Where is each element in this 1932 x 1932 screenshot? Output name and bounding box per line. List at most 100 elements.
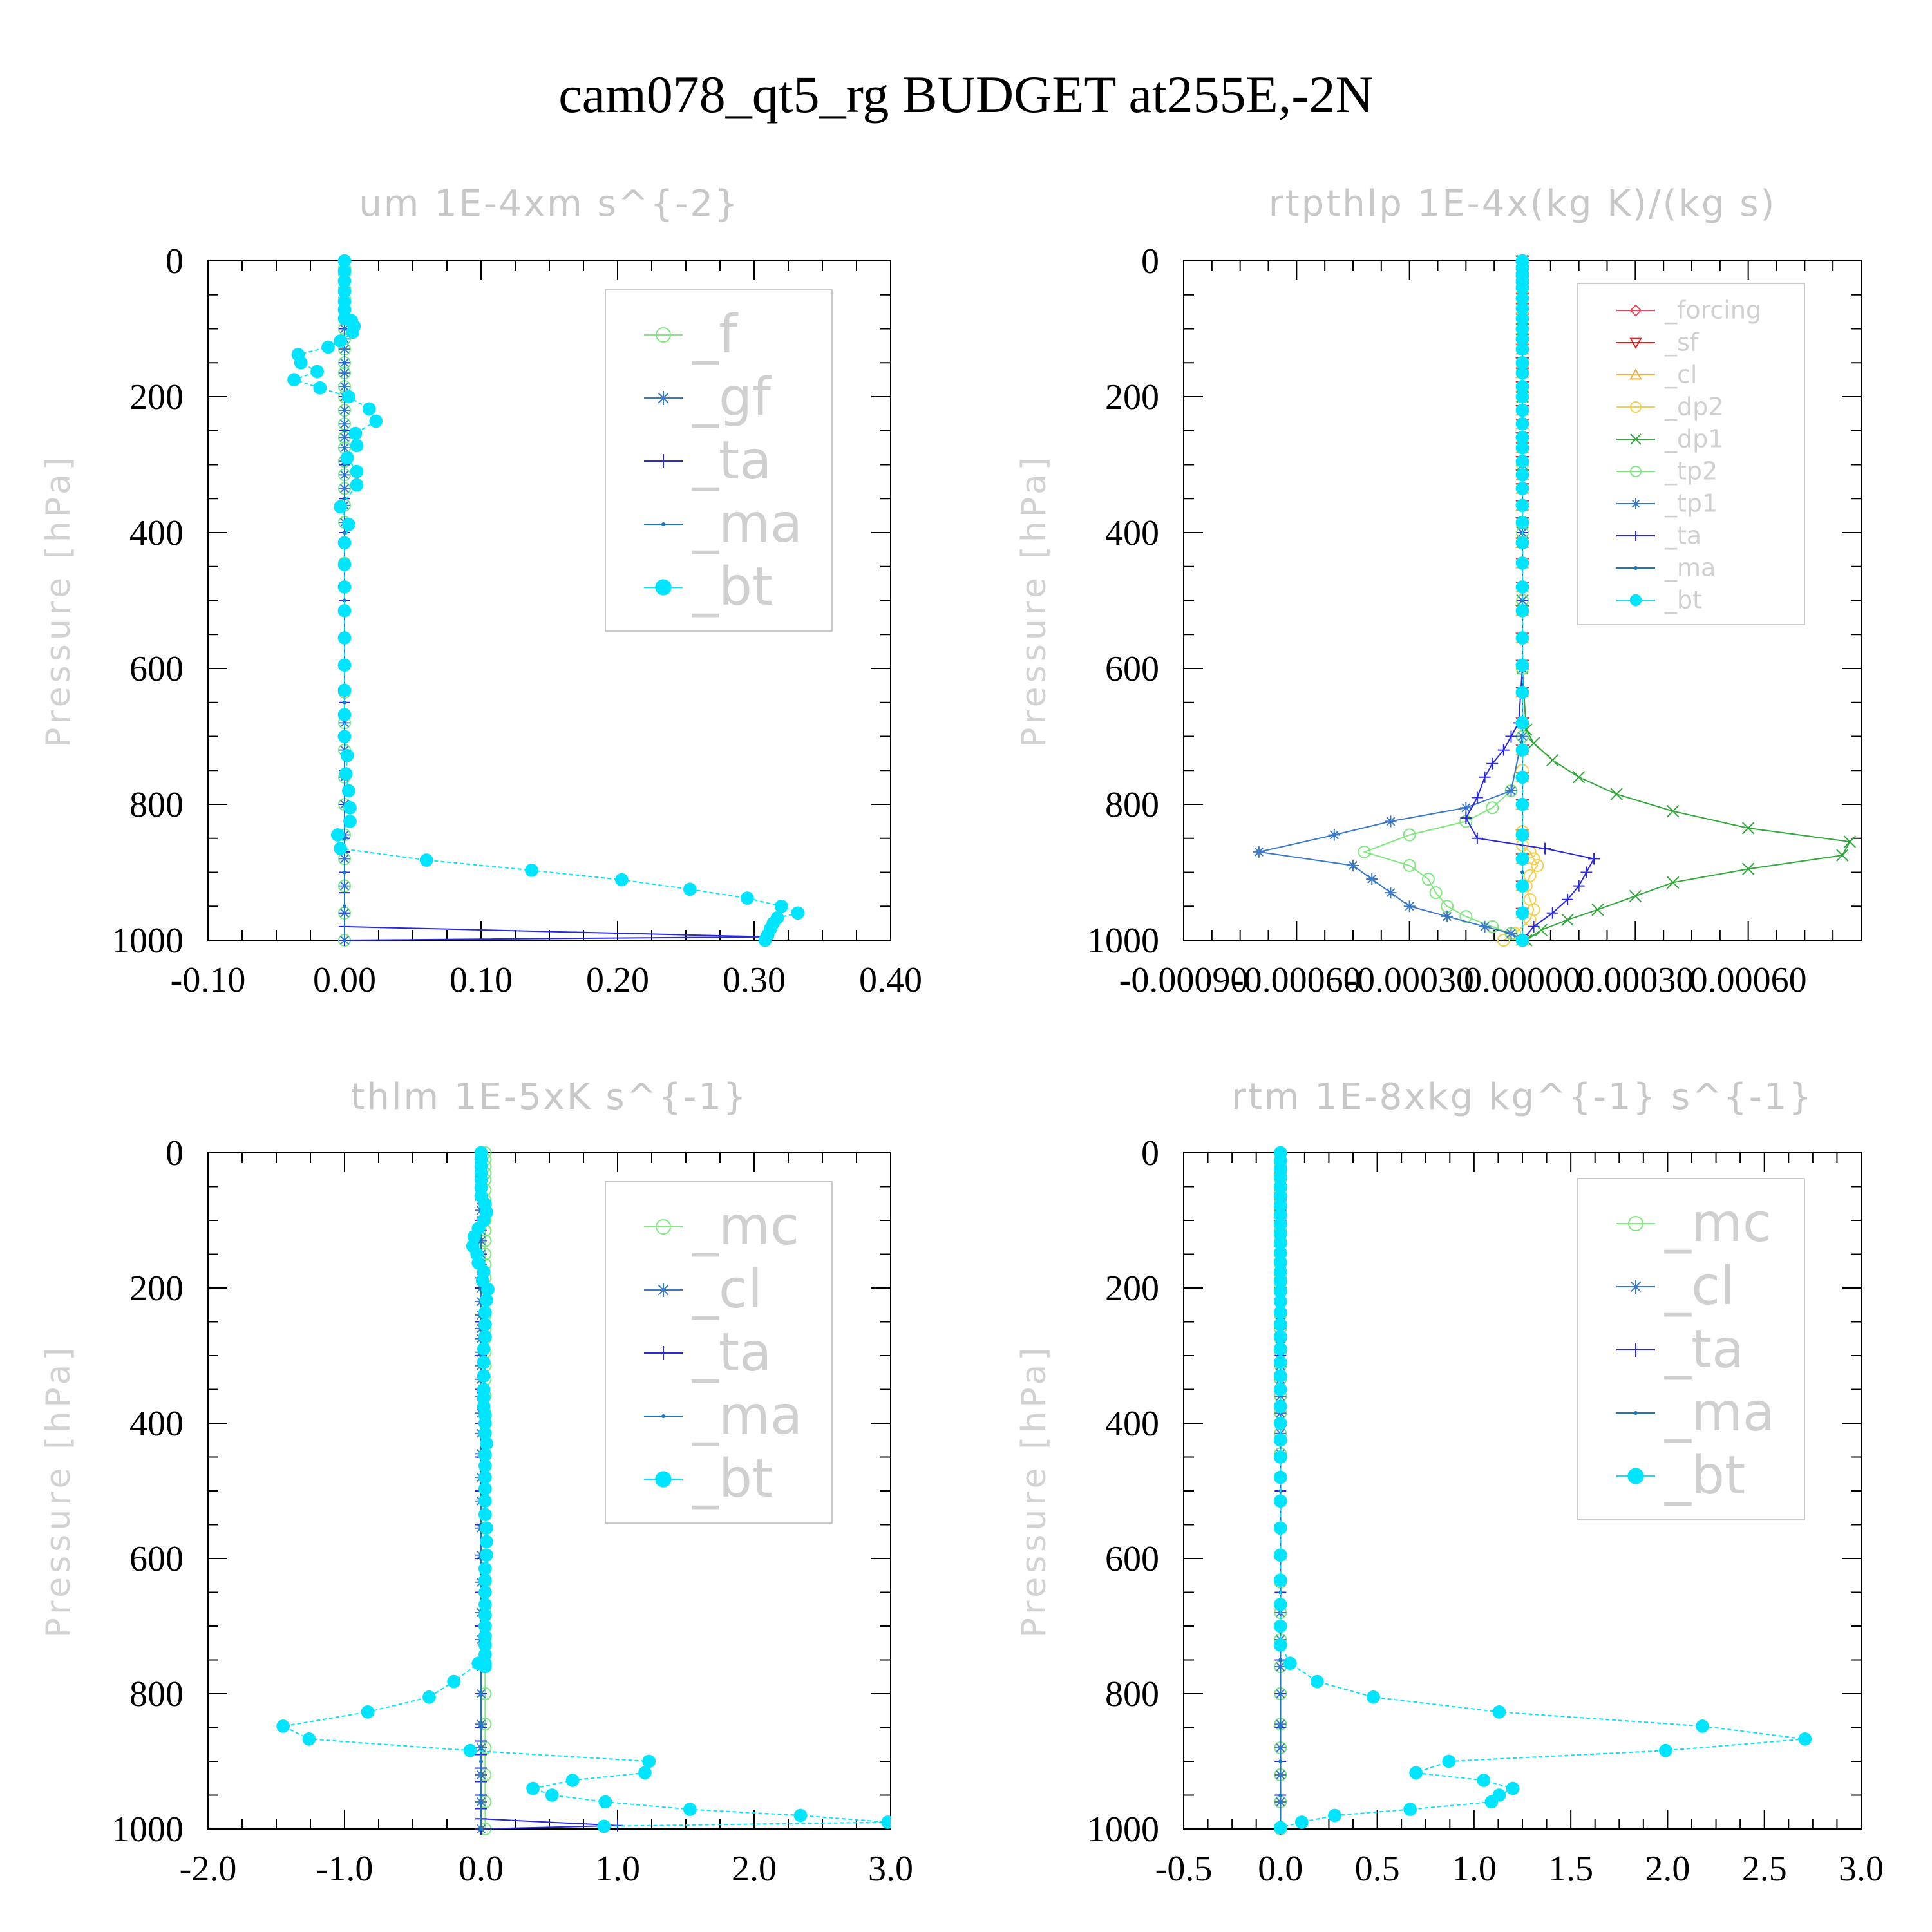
data-point	[480, 1535, 493, 1549]
data-point	[1278, 1658, 1283, 1662]
data-point	[1659, 1743, 1672, 1757]
data-point	[480, 1437, 493, 1450]
data-point	[1358, 845, 1371, 858]
legend-label: _mc	[692, 1196, 799, 1257]
chart-panel-1: um 1E-4xm s^{-2} Pressure [hPa] 0 200 400 600…	[39, 183, 922, 1000]
data-point	[1273, 1450, 1287, 1464]
data-point	[350, 478, 364, 492]
y-tick-label: 1000	[111, 1810, 184, 1850]
data-point	[1385, 887, 1397, 899]
legend-label: _bt	[1664, 586, 1702, 614]
data-point	[1535, 923, 1548, 936]
x-tick-label: 0.5	[1355, 1849, 1400, 1889]
data-point	[565, 1774, 580, 1787]
data-point	[1515, 482, 1530, 495]
data-point	[1421, 873, 1435, 886]
y-tick-label: 1000	[1087, 921, 1159, 961]
data-point	[479, 1692, 483, 1696]
data-point	[1442, 1754, 1456, 1768]
data-point	[310, 365, 324, 379]
data-point	[1273, 1470, 1287, 1484]
data-point	[1441, 911, 1454, 923]
data-point	[419, 853, 433, 867]
data-point	[1486, 757, 1499, 770]
data-point	[1515, 291, 1530, 305]
legend-label: _ta	[1664, 1319, 1744, 1380]
data-point	[478, 1459, 492, 1473]
data-point	[1515, 515, 1530, 529]
data-point	[1328, 1808, 1341, 1823]
data-point	[758, 933, 772, 947]
y-tick-label: 800	[129, 785, 184, 825]
data-point	[480, 1293, 493, 1307]
x-tick-label: -2.0	[180, 1849, 237, 1889]
data-point	[1580, 866, 1593, 878]
data-point	[334, 842, 347, 855]
data-point	[342, 517, 355, 531]
data-point	[1539, 842, 1551, 855]
data-point	[526, 1781, 540, 1795]
x-tick-label: -0.10	[171, 960, 246, 1000]
y-tick-label: 1000	[111, 921, 184, 961]
y-tick-label: 200	[1105, 377, 1159, 417]
legend: _mc_cl_ta_ma_bt	[1577, 1178, 1805, 1520]
legend-label: _ta	[692, 430, 772, 491]
data-point	[478, 1318, 492, 1332]
legend-marker	[655, 1471, 672, 1488]
data-point	[477, 1369, 491, 1383]
y-tick-label: 0	[1141, 242, 1159, 281]
legend-label: _dp2	[1664, 393, 1723, 421]
y-tick-label: 200	[129, 377, 184, 417]
data-point	[1515, 403, 1530, 417]
data-point	[478, 1448, 492, 1462]
legend-label: _ma	[692, 493, 802, 554]
data-point	[1328, 829, 1340, 841]
data-point	[478, 1586, 492, 1599]
data-point	[1273, 1821, 1287, 1835]
legend: _f_gf_ta_ma_bt	[605, 289, 833, 632]
data-point	[791, 906, 805, 920]
y-tick-label: 600	[1105, 1539, 1159, 1579]
data-point	[334, 500, 347, 514]
panel-title: um 1E-4xm s^{-2}	[359, 183, 739, 225]
data-point	[1278, 1692, 1283, 1696]
data-point	[1273, 1318, 1287, 1332]
legend-marker	[661, 1414, 665, 1418]
y-tick-label: 600	[129, 649, 184, 689]
data-point	[1253, 846, 1265, 858]
data-point	[1506, 1781, 1520, 1795]
legend-label: _cl	[1664, 361, 1697, 389]
data-point	[1273, 1246, 1287, 1260]
data-point	[1273, 1416, 1287, 1430]
data-point	[1515, 498, 1530, 513]
series-line-ta	[1465, 261, 1595, 941]
data-point	[343, 428, 346, 433]
data-point	[1273, 1573, 1287, 1587]
data-point	[331, 828, 345, 842]
data-point	[615, 873, 629, 887]
data-point	[337, 264, 352, 278]
data-point	[369, 414, 383, 428]
data-point	[343, 815, 357, 828]
data-point	[1515, 417, 1530, 431]
data-point	[1591, 903, 1604, 916]
data-point	[1515, 536, 1530, 550]
data-point	[1460, 812, 1472, 824]
x-tick-label: 0.10	[450, 960, 513, 1000]
data-point	[1741, 862, 1755, 875]
data-point	[642, 1754, 656, 1768]
legend-marker	[1629, 304, 1642, 317]
data-point	[683, 1803, 697, 1816]
data-point	[1273, 1227, 1287, 1241]
data-point	[479, 1827, 483, 1831]
data-point	[337, 254, 352, 268]
data-point	[362, 402, 376, 416]
data-point	[1273, 1330, 1287, 1343]
series-group	[1273, 1146, 1812, 1835]
data-point	[1273, 1433, 1287, 1447]
data-point	[1515, 603, 1530, 618]
data-point	[337, 285, 352, 298]
data-point	[1486, 801, 1499, 815]
x-tick-label: 0.0	[459, 1849, 504, 1889]
panel-title: thlm 1E-5xK s^{-1}	[350, 1076, 748, 1118]
